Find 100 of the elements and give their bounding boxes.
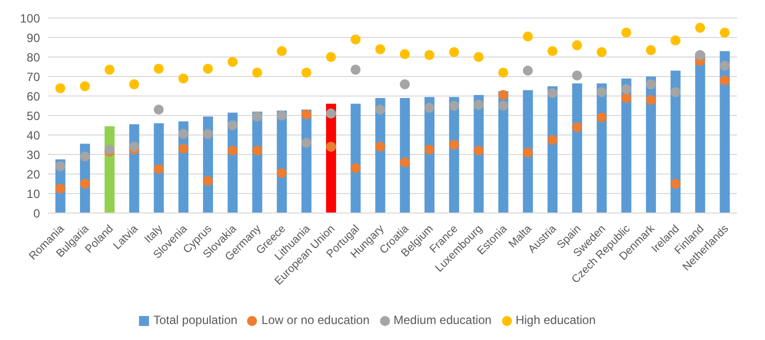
- point: [252, 68, 262, 78]
- point: [621, 84, 632, 94]
- point: [350, 34, 361, 44]
- point: [80, 81, 90, 92]
- point: [720, 28, 730, 38]
- bar: [572, 83, 582, 213]
- point: [326, 142, 336, 152]
- point: [621, 28, 632, 38]
- point: [572, 70, 582, 81]
- legend-label: High education: [516, 313, 596, 327]
- point: [621, 92, 632, 103]
- point: [228, 120, 238, 130]
- point: [80, 151, 90, 162]
- point: [670, 35, 680, 46]
- point: [572, 122, 582, 132]
- point: [670, 87, 680, 98]
- point: [400, 49, 410, 60]
- point: [154, 64, 164, 74]
- bar: [720, 51, 730, 213]
- bar: [522, 90, 533, 213]
- point: [301, 138, 312, 148]
- point: [449, 100, 460, 111]
- legend-label: Medium education: [394, 313, 492, 327]
- point: [695, 22, 706, 33]
- point: [129, 142, 140, 152]
- point: [498, 68, 508, 78]
- point: [424, 144, 434, 155]
- point: [55, 83, 66, 94]
- bar: [695, 53, 706, 213]
- point: [154, 104, 164, 115]
- point: [596, 112, 607, 122]
- bar: [400, 98, 410, 213]
- y-tick-label: 60: [26, 89, 40, 104]
- point: [228, 56, 238, 67]
- point: [375, 44, 386, 54]
- point: [547, 88, 558, 98]
- point: [350, 64, 361, 75]
- point: [474, 100, 484, 110]
- point: [129, 79, 140, 90]
- y-tick-label: 30: [26, 148, 40, 162]
- point: [178, 144, 188, 154]
- point: [646, 45, 656, 56]
- y-tick-label: 10: [26, 186, 40, 201]
- point: [375, 104, 386, 115]
- point: [522, 66, 533, 76]
- point: [424, 102, 434, 113]
- point: [596, 47, 607, 58]
- point: [449, 47, 460, 58]
- point: [301, 110, 312, 120]
- point: [326, 52, 336, 62]
- y-tick-label: 50: [26, 108, 40, 123]
- point: [695, 50, 706, 60]
- y-tick-label: 0: [33, 206, 40, 220]
- point: [424, 50, 434, 60]
- y-tick-label: 20: [26, 167, 40, 182]
- y-tick-label: 100: [20, 11, 40, 26]
- y-tick-label: 40: [26, 128, 40, 142]
- point: [228, 146, 238, 156]
- point: [375, 142, 386, 152]
- point: [670, 178, 680, 189]
- point: [474, 146, 484, 156]
- y-tick-label: 70: [26, 70, 40, 84]
- point: [547, 134, 558, 145]
- point: [449, 140, 460, 150]
- point: [350, 163, 361, 174]
- y-tick-label: 90: [26, 30, 40, 45]
- point: [498, 100, 508, 111]
- point: [178, 129, 188, 140]
- point: [646, 94, 656, 105]
- point: [400, 79, 410, 90]
- point: [720, 60, 730, 71]
- point: [547, 46, 558, 56]
- point: [572, 40, 582, 50]
- point: [522, 148, 533, 158]
- point: [400, 157, 410, 168]
- point: [202, 64, 213, 74]
- bar: [154, 123, 164, 213]
- point: [646, 79, 656, 90]
- point: [202, 176, 213, 186]
- point: [596, 87, 607, 98]
- point: [474, 52, 484, 62]
- point: [252, 111, 262, 122]
- point: [720, 75, 730, 86]
- point: [326, 108, 336, 119]
- point: [301, 68, 312, 78]
- bar: [350, 104, 361, 213]
- point: [104, 64, 115, 75]
- point: [276, 168, 287, 178]
- point: [80, 178, 90, 189]
- point: [202, 129, 213, 140]
- point: [522, 32, 533, 42]
- point: [498, 90, 508, 100]
- point: [178, 73, 188, 84]
- point: [276, 110, 287, 120]
- legend-label: Low or no education: [261, 313, 370, 327]
- point: [276, 46, 287, 56]
- point: [252, 146, 262, 156]
- point: [55, 161, 66, 172]
- y-tick-label: 80: [26, 50, 40, 64]
- legend-label: Total population: [153, 313, 238, 327]
